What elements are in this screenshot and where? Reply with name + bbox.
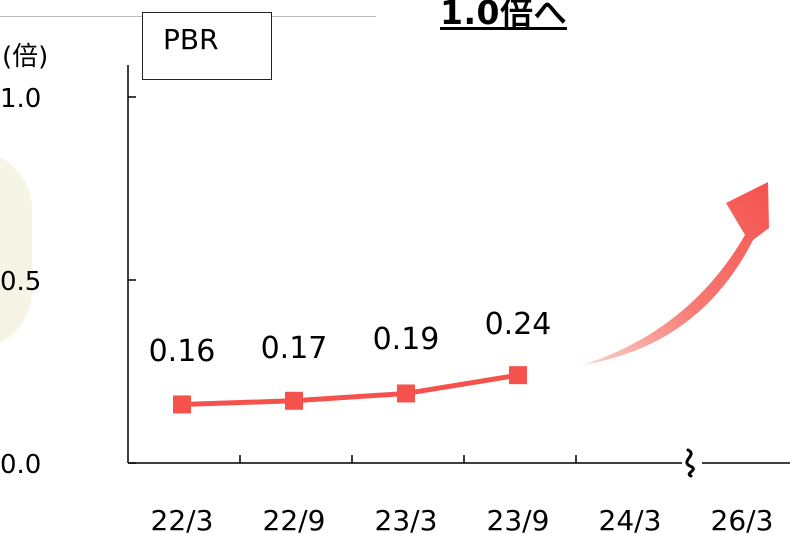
data-label: 0.19 xyxy=(373,322,440,357)
data-label: 0.24 xyxy=(485,307,552,342)
y-tick-label: 0.5 xyxy=(0,267,41,297)
x-tick-label: 26/3 xyxy=(711,504,774,534)
headline: 1.0倍へ xyxy=(440,0,567,32)
trend-arrow xyxy=(583,182,769,365)
data-point xyxy=(509,366,527,385)
y-tick-label: 0.0 xyxy=(0,450,41,480)
x-tick-label: 24/3 xyxy=(599,504,662,534)
series-line xyxy=(179,372,521,407)
y-tick-label: 1.0 xyxy=(0,84,41,114)
y-axis-unit: (倍) xyxy=(2,42,49,72)
data-point xyxy=(285,391,303,410)
data-label: 0.17 xyxy=(261,331,328,366)
data-label: 0.16 xyxy=(149,334,216,369)
x-tick-label: 22/9 xyxy=(263,504,326,534)
legend-label: PBR xyxy=(163,23,219,56)
x-tick-label: 23/9 xyxy=(487,504,550,534)
x-tick-label: 22/3 xyxy=(151,504,214,534)
legend-box: PBR xyxy=(142,12,272,80)
data-point xyxy=(397,384,415,403)
data-point xyxy=(173,395,191,414)
x-tick-label: 23/3 xyxy=(375,504,438,534)
axis-break-mark xyxy=(685,448,695,478)
